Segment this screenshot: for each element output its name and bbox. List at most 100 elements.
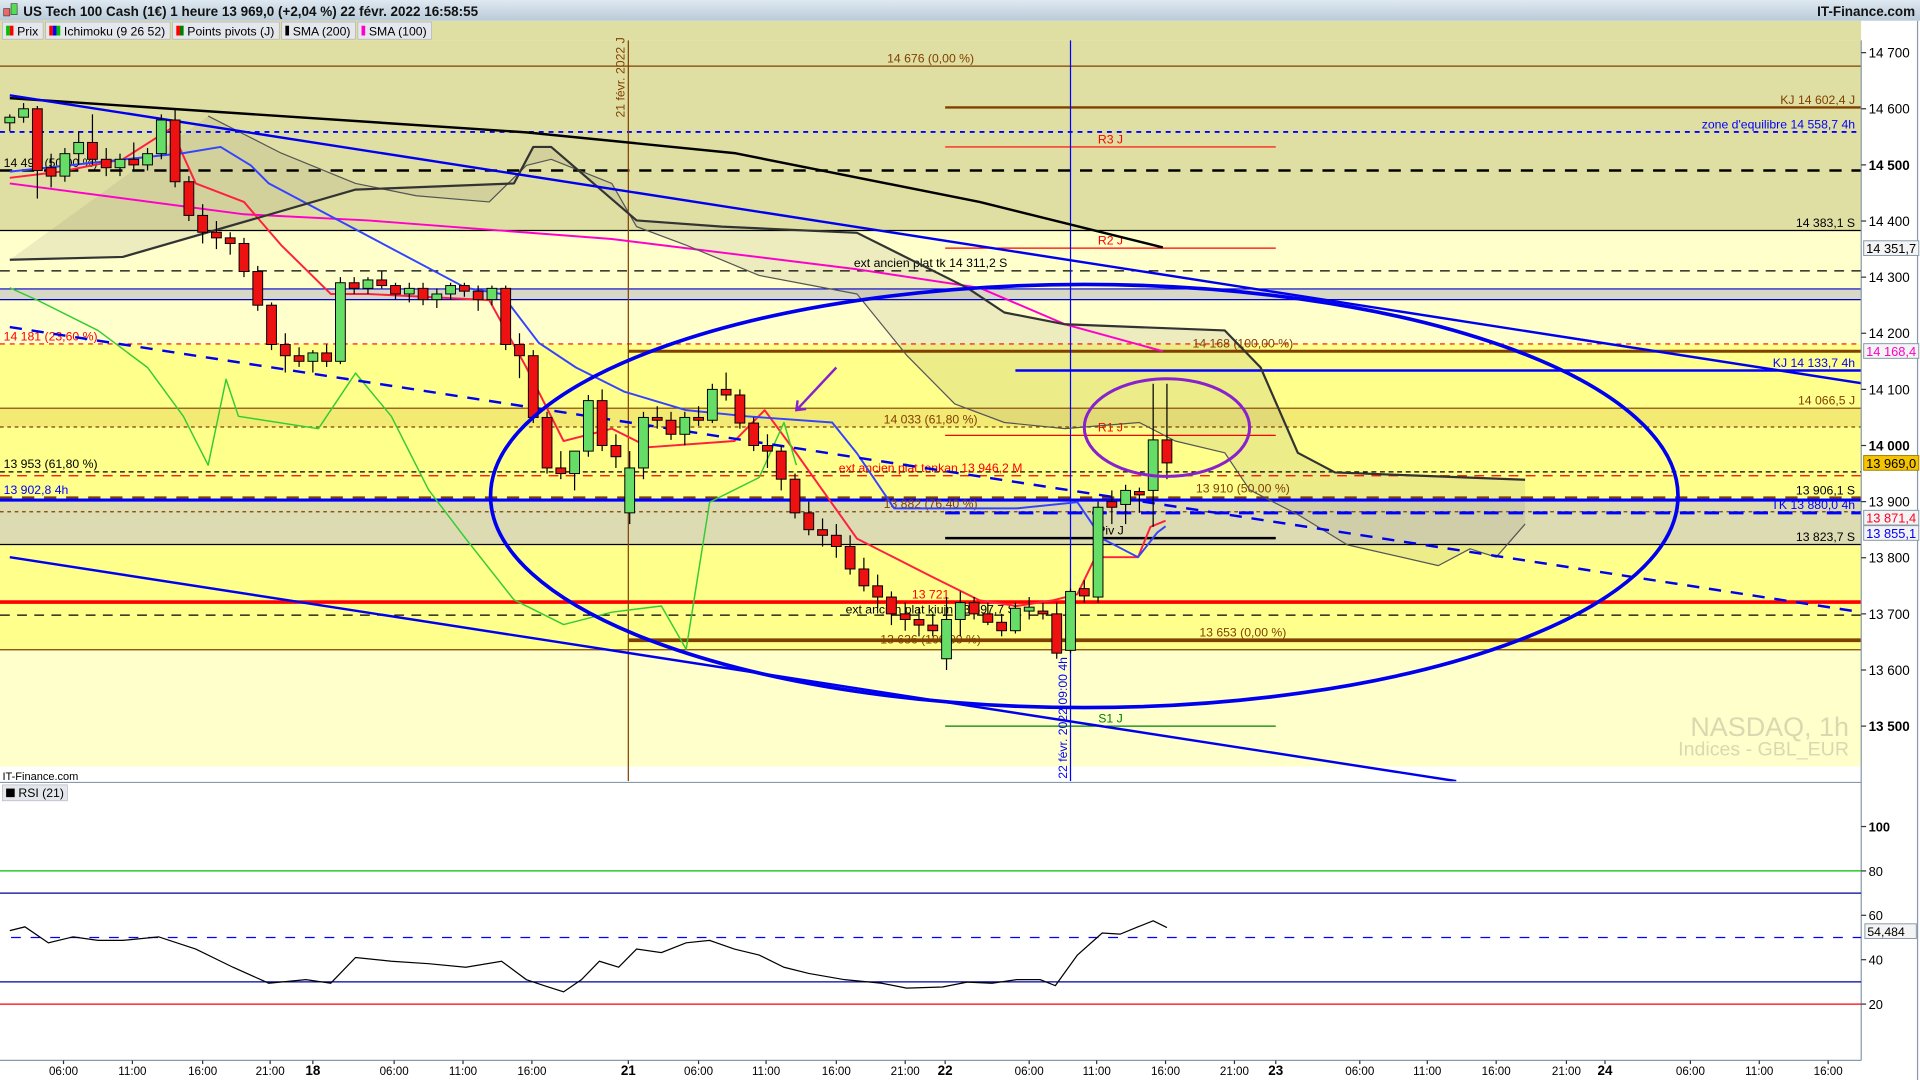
candle[interactable] — [541, 411, 553, 474]
candle[interactable] — [720, 372, 732, 401]
candle[interactable] — [996, 613, 1008, 637]
candle[interactable] — [913, 608, 925, 637]
candle[interactable] — [431, 288, 443, 309]
candle[interactable] — [348, 277, 360, 294]
candle[interactable] — [555, 451, 567, 480]
candle[interactable] — [279, 333, 291, 373]
candle[interactable] — [335, 277, 346, 365]
candle[interactable] — [87, 114, 98, 165]
candle[interactable] — [941, 597, 952, 670]
candle[interactable] — [403, 282, 415, 303]
candle[interactable] — [486, 285, 498, 306]
candle[interactable] — [417, 282, 429, 306]
candle[interactable] — [651, 406, 663, 429]
candle[interactable] — [1092, 501, 1104, 603]
candle[interactable] — [1051, 602, 1063, 659]
candle[interactable] — [197, 204, 209, 244]
candle[interactable] — [886, 591, 897, 626]
candle[interactable] — [472, 285, 484, 311]
candle[interactable] — [596, 389, 608, 452]
legend-item-1[interactable]: Ichimoku (9 26 52) — [45, 21, 171, 40]
trendline[interactable] — [9, 555, 1457, 782]
candle[interactable] — [734, 389, 746, 429]
trendline[interactable] — [9, 94, 1862, 385]
candle[interactable] — [31, 105, 43, 199]
candle[interactable] — [1106, 490, 1118, 525]
candle[interactable] — [706, 383, 718, 424]
candle[interactable] — [872, 574, 884, 609]
candle-body — [224, 237, 236, 244]
candle[interactable] — [927, 613, 939, 637]
candle[interactable] — [899, 602, 911, 631]
candle[interactable] — [114, 153, 126, 177]
candle[interactable] — [762, 434, 773, 468]
candle[interactable] — [748, 417, 760, 452]
candle[interactable] — [775, 445, 787, 491]
legend-item-4[interactable]: SMA (100) — [357, 21, 432, 40]
candle[interactable] — [390, 282, 401, 300]
rsi-legend-tab[interactable]: RSI (21) — [2, 784, 68, 802]
candle[interactable] — [1120, 484, 1131, 525]
candle[interactable] — [610, 434, 622, 468]
candle[interactable] — [665, 411, 677, 440]
candle[interactable] — [1065, 588, 1076, 654]
legend-item-0[interactable]: Prix — [2, 21, 44, 40]
price-axis[interactable] — [1861, 20, 1920, 1080]
candle[interactable] — [211, 221, 222, 250]
candle[interactable] — [183, 176, 195, 222]
candle[interactable] — [376, 271, 388, 289]
candle[interactable] — [830, 524, 842, 558]
candle[interactable] — [4, 114, 16, 132]
candle[interactable] — [73, 131, 85, 165]
candle[interactable] — [569, 450, 580, 491]
candle[interactable] — [817, 518, 828, 547]
candle[interactable] — [789, 473, 801, 519]
candle[interactable] — [968, 597, 980, 620]
candle[interactable] — [100, 148, 112, 177]
candle[interactable] — [362, 277, 374, 294]
candle[interactable] — [638, 411, 649, 480]
candle[interactable] — [128, 142, 140, 171]
candle[interactable] — [1147, 383, 1159, 527]
candle[interactable] — [445, 282, 457, 300]
candle[interactable] — [155, 114, 167, 160]
candle[interactable] — [266, 302, 277, 351]
candle[interactable] — [982, 602, 994, 626]
candle[interactable] — [803, 501, 815, 536]
candle[interactable] — [1078, 580, 1090, 603]
candle[interactable] — [169, 108, 181, 188]
arrow-annotation-icon[interactable] — [794, 366, 838, 412]
candle[interactable] — [238, 237, 250, 278]
legend-item-3[interactable]: SMA (200) — [281, 21, 356, 40]
candle[interactable] — [307, 350, 319, 373]
candle[interactable] — [1161, 383, 1173, 480]
candle[interactable] — [500, 285, 512, 351]
candle[interactable] — [514, 333, 525, 379]
candle[interactable] — [18, 103, 29, 123]
candle[interactable] — [59, 148, 71, 182]
candle[interactable] — [321, 344, 333, 367]
candle[interactable] — [624, 451, 636, 525]
candle[interactable] — [293, 347, 305, 367]
ellipse-annotation[interactable] — [488, 282, 1680, 710]
candle-body — [982, 613, 994, 623]
candle[interactable] — [45, 153, 57, 188]
legend-item-2[interactable]: Points pivots (J) — [172, 21, 280, 40]
candle[interactable] — [1010, 602, 1021, 634]
candle[interactable] — [679, 411, 691, 446]
candle[interactable] — [844, 535, 856, 575]
candle[interactable] — [693, 406, 704, 426]
candle[interactable] — [954, 591, 966, 637]
candle[interactable] — [582, 394, 594, 457]
candle[interactable] — [1037, 602, 1049, 620]
circle-annotation[interactable] — [1082, 377, 1252, 478]
candle[interactable] — [858, 557, 870, 592]
candle[interactable] — [459, 282, 470, 297]
candle[interactable] — [224, 232, 236, 255]
candle[interactable] — [142, 148, 153, 171]
candle[interactable] — [252, 265, 264, 311]
candle[interactable] — [1134, 487, 1145, 513]
candle[interactable] — [1023, 597, 1035, 620]
trendline[interactable] — [9, 325, 1862, 614]
